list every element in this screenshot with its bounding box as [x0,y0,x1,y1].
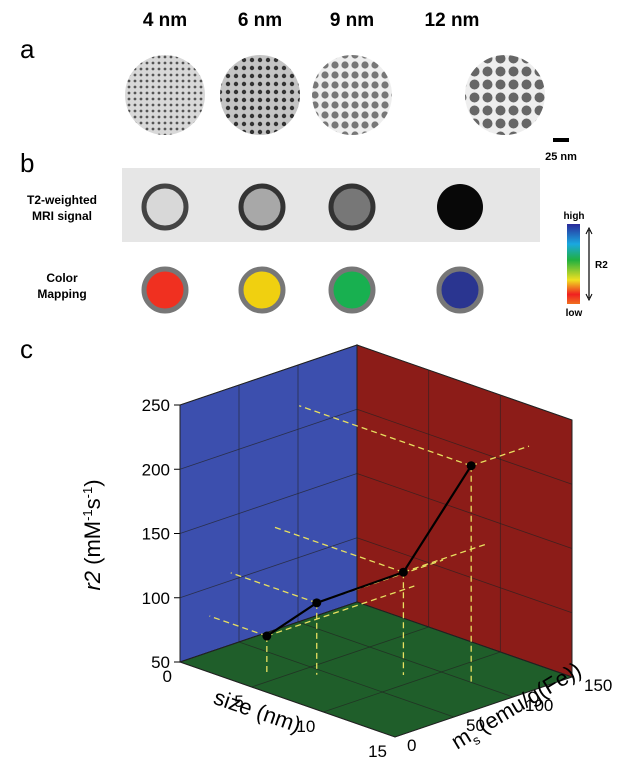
z-tick-label: 200 [142,460,170,479]
y-tick-label: 0 [407,736,416,755]
mri-spot [331,186,373,228]
z-tick-label: 100 [142,589,170,608]
mri-spot [437,184,483,230]
y-tick-label: 150 [584,676,612,695]
scale-bar-label: 25 nm [545,151,577,163]
colorbar-high: high [563,211,584,222]
panel-label: a [20,34,35,64]
tem-image [125,55,205,135]
z-label-part: -1 [80,487,95,499]
scale-bar [553,138,569,142]
x-tick-label: 15 [368,742,387,761]
z-label-part: ) [80,479,105,486]
z-label-part: r2 [80,571,105,591]
z-label-part: -1 [80,509,95,521]
row-label: Mapping [37,287,86,301]
panel-label: b [20,148,34,178]
z-tick-label: 250 [142,396,170,415]
colorbar [567,224,580,304]
z-label-part: (mM [80,521,105,571]
tem-image [220,55,300,135]
color-spot [144,269,186,311]
size-label: 9 nm [330,10,374,31]
size-label: 6 nm [238,10,282,31]
tem-image [312,55,392,135]
tem-image [465,55,545,135]
data-point [262,632,271,641]
z-label-part: s [80,498,105,509]
data-point [467,461,476,470]
mri-spot [241,186,283,228]
color-spot [241,269,283,311]
figure: a b c 4 nm 6 nm 9 nm 12 nm 25 nm T2-weig… [0,0,625,762]
mri-panel: T2-weighted MRI signal Color Mapping hig… [27,168,608,319]
color-spot [331,269,373,311]
mri-spot [144,186,186,228]
row-label: Color [46,271,78,285]
z-tick-label: 150 [142,525,170,544]
row-label: MRI signal [32,209,92,223]
row-label: T2-weighted [27,193,97,207]
tem-images: 4 nm 6 nm 9 nm 12 nm 25 nm [125,10,577,163]
size-label: 12 nm [425,10,480,31]
data-point [399,568,408,577]
z-axis-label: r2 (mM-1s-1) [80,479,105,590]
x-tick-label: 0 [163,667,172,686]
data-point [312,598,321,607]
colorbar-low: low [566,308,583,319]
color-spot [439,269,481,311]
size-label: 4 nm [143,10,187,31]
panel-label: c [20,334,33,364]
colorbar-name: R2 [595,260,608,271]
